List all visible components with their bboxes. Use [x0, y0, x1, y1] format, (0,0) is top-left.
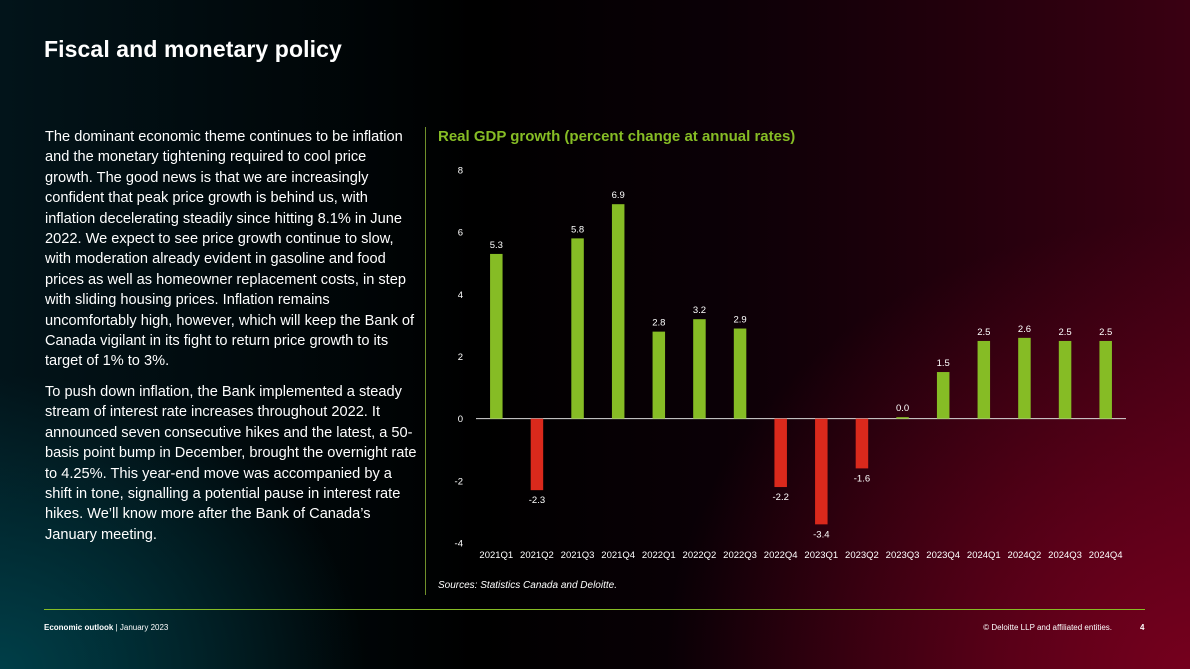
body-text: The dominant economic theme continues to… — [45, 127, 417, 555]
x-tick-label: 2021Q4 — [601, 550, 635, 561]
x-tick-label: 2022Q1 — [642, 550, 676, 561]
x-tick-label: 2024Q3 — [1048, 550, 1082, 561]
bar — [977, 340, 991, 419]
x-tick-label: 2023Q1 — [804, 550, 838, 561]
data-label: -2.2 — [773, 492, 789, 503]
footer-divider — [44, 609, 1145, 610]
slide-title: Fiscal and monetary policy — [44, 36, 342, 62]
bar — [1018, 337, 1031, 419]
bar — [896, 417, 909, 419]
y-tick-label: -4 — [455, 539, 463, 550]
bar-series: 5.3 -2.3 5.8 6.9 2.8 3.2 2.9 -2.2 -3.4 -1.6 0.0 1.5… — [490, 190, 1113, 540]
data-label: 1.5 — [937, 358, 950, 369]
data-label: 3.2 — [693, 305, 706, 316]
x-tick-label: 2023Q3 — [886, 550, 920, 561]
bar — [774, 418, 787, 488]
data-label: 5.8 — [571, 224, 584, 235]
bar — [733, 328, 747, 419]
data-label: 2.9 — [733, 315, 746, 326]
footer-publication-name: Economic outlook — [44, 623, 114, 632]
data-label: 2.5 — [1099, 327, 1112, 338]
paragraph-inflation: The dominant economic theme continues to… — [45, 129, 415, 370]
footer-publication: Economic outlook | January 2023 — [44, 623, 168, 632]
y-axis: -4 -2 0 2 4 6 8 — [455, 166, 463, 550]
bar — [571, 238, 584, 419]
bar — [815, 418, 828, 525]
data-label: 2.5 — [977, 327, 990, 338]
data-label: -3.4 — [813, 529, 829, 540]
data-label: 2.8 — [652, 318, 665, 329]
sources-note: Sources: Statistics Canada and Deloitte. — [438, 580, 617, 591]
data-label: 5.3 — [490, 240, 503, 251]
x-tick-label: 2024Q2 — [1008, 550, 1042, 561]
x-tick-label: 2024Q1 — [967, 550, 1001, 561]
x-tick-label: 2023Q4 — [926, 550, 960, 561]
bar — [855, 418, 869, 469]
bar — [611, 204, 625, 419]
footer-copyright: © Deloitte LLP and affiliated entities. — [983, 623, 1112, 632]
page-number: 4 — [1140, 623, 1145, 632]
chart-title: Real GDP growth (percent change at annua… — [438, 128, 796, 145]
y-tick-label: 2 — [458, 352, 463, 363]
column-divider — [425, 127, 426, 595]
x-tick-label: 2021Q3 — [561, 550, 595, 561]
data-label: -1.6 — [854, 473, 870, 484]
x-tick-label: 2022Q4 — [764, 550, 798, 561]
data-label: 2.6 — [1018, 324, 1031, 335]
paragraph-interest-rates: To push down inflation, the Bank impleme… — [45, 383, 417, 543]
y-tick-label: 8 — [458, 166, 463, 177]
x-axis: 2021Q1 2021Q2 2021Q3 2021Q4 2022Q1 2022Q2 2022… — [479, 550, 1122, 561]
bar — [490, 253, 503, 419]
x-tick-label: 2024Q4 — [1089, 550, 1123, 561]
y-tick-label: 6 — [458, 228, 463, 239]
data-label: 0.0 — [896, 403, 909, 414]
footer-date: | January 2023 — [115, 623, 169, 632]
y-tick-label: 4 — [458, 290, 463, 301]
x-tick-label: 2022Q2 — [683, 550, 717, 561]
data-label: -2.3 — [529, 495, 545, 506]
bar — [652, 331, 666, 419]
bar — [936, 372, 950, 419]
y-tick-label: 0 — [458, 414, 463, 425]
x-tick-label: 2023Q2 — [845, 550, 879, 561]
bar — [1099, 340, 1112, 419]
x-tick-label: 2021Q1 — [479, 550, 513, 561]
bar — [530, 418, 544, 491]
x-tick-label: 2021Q2 — [520, 550, 554, 561]
data-label: 2.5 — [1058, 327, 1071, 338]
x-tick-label: 2022Q3 — [723, 550, 757, 561]
y-tick-label: -2 — [455, 476, 463, 487]
data-label: 6.9 — [612, 190, 625, 201]
bar — [693, 319, 706, 419]
bar — [1058, 340, 1072, 419]
